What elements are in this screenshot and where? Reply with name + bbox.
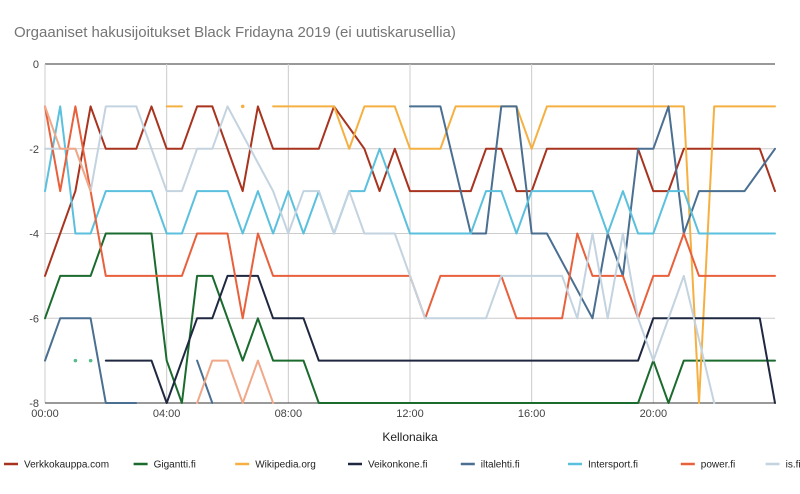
y-tick-label: 0 — [33, 59, 39, 71]
legend-label: is.fi — [786, 460, 800, 471]
series-point-wikipedia-org — [240, 104, 245, 109]
x-tick-label: 00:00 — [31, 408, 59, 420]
legend-label: Veikonkone.fi — [368, 460, 428, 471]
y-tick-label: -2 — [29, 144, 39, 156]
legend-label: Intersport.fi — [588, 460, 638, 471]
legend-item-is-fi: is.fi — [765, 460, 800, 471]
legend: Verkkokauppa.com Gigantti.fi Wikipedia.org… — [4, 460, 800, 471]
x-tick-label: 08:00 — [275, 408, 303, 420]
legend-label: power.fi — [701, 460, 735, 471]
series-line-intersport-fi — [44, 105, 776, 235]
series-line-elisa-fi — [44, 105, 92, 193]
series-line-iltalehti-fi — [44, 317, 138, 404]
series-point-mtvuutiset-fi — [88, 358, 93, 363]
legend-item-gigantti-fi: Gigantti.fi — [133, 460, 196, 471]
x-tick-label: 12:00 — [396, 408, 424, 420]
series-line-iltalehti-fi — [409, 105, 776, 320]
legend-item-verkkokauppa-com: Verkkokauppa.com — [4, 460, 109, 471]
legend-item-power-fi: power.fi — [680, 460, 735, 471]
series-line-veikonkone-fi — [104, 274, 776, 404]
legend-item-wikipedia-org: Wikipedia.org — [235, 460, 316, 471]
series-line-power-fi — [44, 105, 776, 320]
y-tick-label: -6 — [29, 313, 39, 325]
legend-label: Gigantti.fi — [154, 460, 196, 471]
x-tick-label: 04:00 — [153, 408, 181, 420]
series-lines — [44, 104, 776, 404]
series-line-is-fi — [44, 105, 716, 404]
legend-item-veikonkone-fi: Veikonkone.fi — [348, 460, 428, 471]
y-tick-label: -4 — [29, 229, 39, 241]
chart-title: Orgaaniset hakusijoitukset Black Fridayn… — [14, 24, 456, 41]
x-axis-title: Kellonaika — [382, 430, 438, 444]
x-tick-label: 16:00 — [518, 408, 546, 420]
series-line-elisa-fi — [196, 359, 275, 404]
legend-item-iltalehti-fi: iltalehti.fi — [460, 460, 520, 471]
legend-item-intersport-fi: Intersport.fi — [568, 460, 638, 471]
x-tick-label: 20:00 — [640, 408, 668, 420]
legend-label: Verkkokauppa.com — [24, 460, 109, 471]
y-tick-label: -8 — [29, 398, 39, 410]
series-line-wikipedia-org — [272, 105, 776, 404]
legend-label: Wikipedia.org — [255, 460, 316, 471]
legend-label: iltalehti.fi — [481, 460, 520, 471]
x-axis: 00:00 04:00 08:00 12:00 16:00 20:00 — [31, 408, 667, 420]
y-axis: 0 -2 -4 -6 -8 — [29, 59, 39, 410]
series-point-mtvuutiset-fi — [73, 358, 78, 363]
